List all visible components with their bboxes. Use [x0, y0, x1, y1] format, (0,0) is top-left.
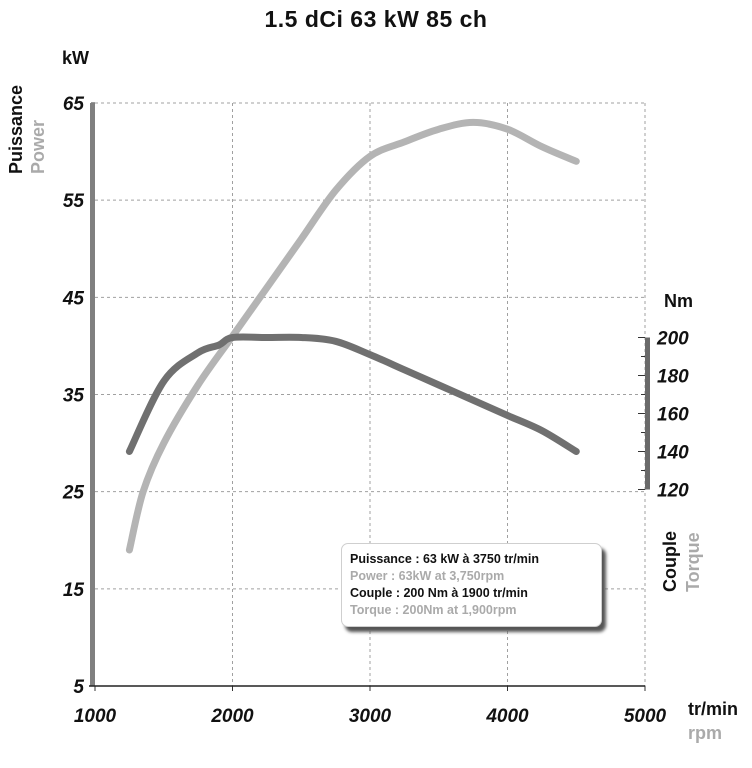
y2-axis-bar [645, 337, 650, 490]
y-axis-bar [90, 103, 95, 686]
legend-box: Puissance : 63 kW à 3750 tr/min Power : … [341, 543, 602, 627]
x-tick-label: 3000 [349, 706, 392, 727]
y-tick-label: 5 [73, 677, 84, 698]
y-tick-label: 25 [62, 483, 85, 504]
y-tick-label: 45 [62, 288, 85, 309]
legend-power-en: Power : 63kW at 3,750rpm [350, 569, 505, 583]
y-axis-label-en: Power [28, 119, 48, 174]
x-tick-label: 4000 [485, 706, 529, 727]
torque-curve [125, 333, 580, 455]
x-axis-label: tr/min [688, 699, 739, 719]
y2-axis-label: Couple [660, 531, 680, 592]
x-axis-label-en: rpm [688, 723, 723, 743]
legend-torque-en: Torque : 200Nm at 1,900rpm [350, 603, 517, 617]
y-tick-label: 35 [63, 386, 85, 407]
y2-tick-label: 180 [657, 367, 689, 388]
y-axis-label: Puissance [6, 84, 26, 174]
y2-axis-ticks: 120 140 160 180 200 [638, 329, 689, 502]
series-lines [125, 118, 580, 554]
y2-tick-label: 160 [657, 405, 689, 426]
y2-tick-label: 120 [657, 481, 689, 502]
power-curve [125, 118, 580, 554]
grid [95, 102, 646, 686]
x-tick-label: 5000 [624, 706, 667, 727]
chart-title: 1.5 dCi 63 kW 85 ch [264, 6, 488, 32]
x-tick-label: 2000 [210, 706, 254, 727]
y-tick-label: 55 [63, 191, 85, 212]
x-axis-ticks: 1000 2000 3000 4000 5000 [74, 686, 667, 727]
y-tick-label: 15 [63, 580, 85, 601]
y-tick-label: 65 [63, 94, 85, 115]
y2-tick-label: 200 [656, 329, 689, 350]
y2-axis-unit: Nm [664, 291, 694, 311]
y2-axis-label-en: Torque [683, 532, 703, 592]
axes [89, 103, 650, 687]
legend-power-fr: Puissance : 63 kW à 3750 tr/min [350, 552, 539, 566]
x-tick-label: 1000 [74, 706, 117, 727]
y-axis-unit: kW [62, 48, 89, 68]
legend-torque-fr: Couple : 200 Nm à 1900 tr/min [350, 586, 528, 600]
y2-tick-label: 140 [657, 443, 689, 464]
